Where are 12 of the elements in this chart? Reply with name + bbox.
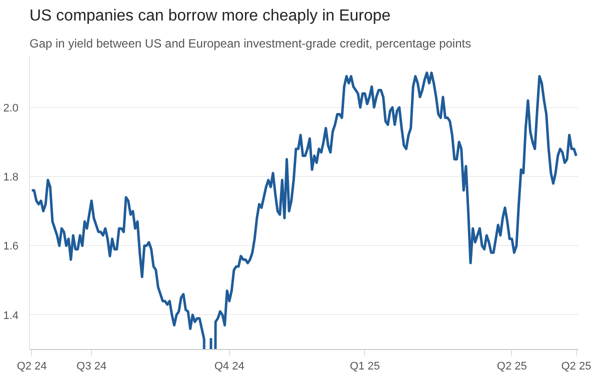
x-tick-label: Q2 25 bbox=[496, 360, 527, 372]
x-tick-label: Q1 25 bbox=[350, 360, 380, 372]
chart-subtitle: Gap in yield between US and European investment-grade credit, percentage points bbox=[30, 36, 472, 50]
chart-title: US companies can borrow more cheaply in Europe bbox=[30, 8, 391, 24]
y-tick-label: 2.0 bbox=[3, 102, 19, 114]
x-tick-label: Q2 24 bbox=[16, 360, 47, 372]
x-tick-label: Q3 24 bbox=[76, 360, 107, 372]
y-tick-label: 1.6 bbox=[3, 240, 19, 253]
x-tick-label: Q2 25 bbox=[561, 360, 592, 372]
x-tick-label: Q4 24 bbox=[214, 360, 244, 372]
y-tick-label: 1.8 bbox=[3, 172, 19, 184]
y-tick-label: 1.4 bbox=[3, 310, 19, 322]
